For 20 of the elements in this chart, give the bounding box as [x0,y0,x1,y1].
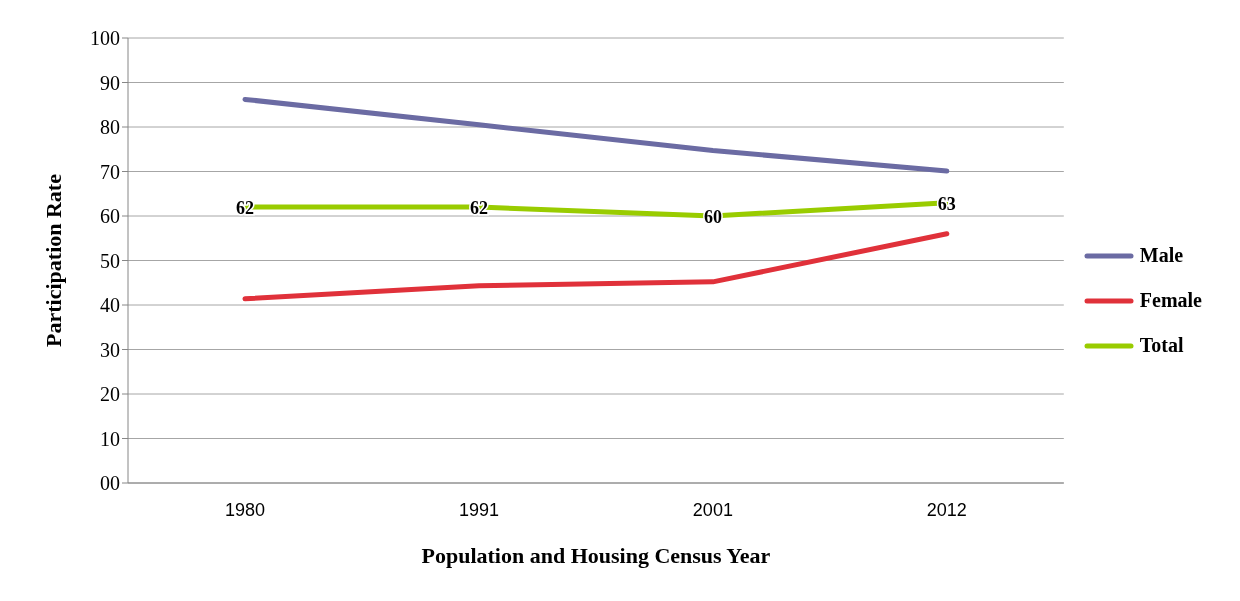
y-tick-label: 00 [100,472,120,495]
y-tick-label: 40 [100,294,120,317]
y-tick-label: 80 [100,116,120,139]
y-axis-title: Participation Rate [40,173,66,347]
x-tick-label: 1980 [224,499,265,520]
legend-label: Female [1139,289,1202,312]
y-tick-label: 10 [100,427,120,450]
y-tick-label: 90 [100,71,120,94]
legend-label: Total [1139,334,1184,357]
y-tick-label: 70 [100,160,120,183]
y-tick-label: 50 [100,249,120,272]
x-tick-label: 1991 [458,499,499,520]
x-axis-title: Population and Housing Census Year [421,543,771,568]
y-tick-label: 20 [100,383,120,406]
x-tick-label: 2012 [926,499,967,520]
y-tick-label: 30 [100,338,120,361]
y-tick-label: 100 [90,27,120,50]
x-tick-label: 2001 [692,499,733,520]
legend-label: Male [1139,244,1184,267]
y-tick-label: 60 [100,205,120,228]
